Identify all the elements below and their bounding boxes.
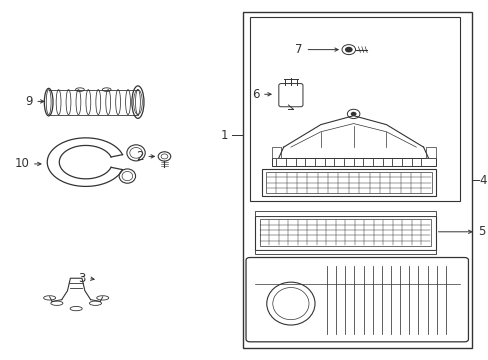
Bar bbox=[259, 219, 430, 246]
FancyBboxPatch shape bbox=[245, 257, 468, 342]
Bar bbox=[254, 216, 435, 249]
Circle shape bbox=[344, 47, 352, 53]
Bar bbox=[425, 147, 435, 158]
Text: 6: 6 bbox=[251, 88, 259, 101]
Bar bbox=[271, 147, 281, 158]
Text: 9: 9 bbox=[25, 95, 33, 108]
Bar bbox=[254, 249, 435, 254]
Bar bbox=[242, 12, 471, 348]
Bar bbox=[249, 18, 459, 202]
Text: 5: 5 bbox=[477, 225, 485, 238]
Text: 10: 10 bbox=[15, 157, 29, 170]
Circle shape bbox=[350, 112, 356, 116]
Bar bbox=[254, 211, 435, 216]
Bar bbox=[271, 158, 435, 166]
Circle shape bbox=[161, 154, 167, 159]
FancyBboxPatch shape bbox=[278, 84, 303, 107]
Text: 8: 8 bbox=[424, 168, 431, 181]
Text: 2: 2 bbox=[136, 150, 143, 163]
Bar bbox=[265, 172, 431, 193]
Text: 7: 7 bbox=[295, 43, 303, 56]
Text: 3: 3 bbox=[78, 272, 86, 285]
Text: 1: 1 bbox=[220, 129, 228, 142]
Text: 4: 4 bbox=[478, 174, 486, 186]
Bar bbox=[262, 169, 435, 196]
